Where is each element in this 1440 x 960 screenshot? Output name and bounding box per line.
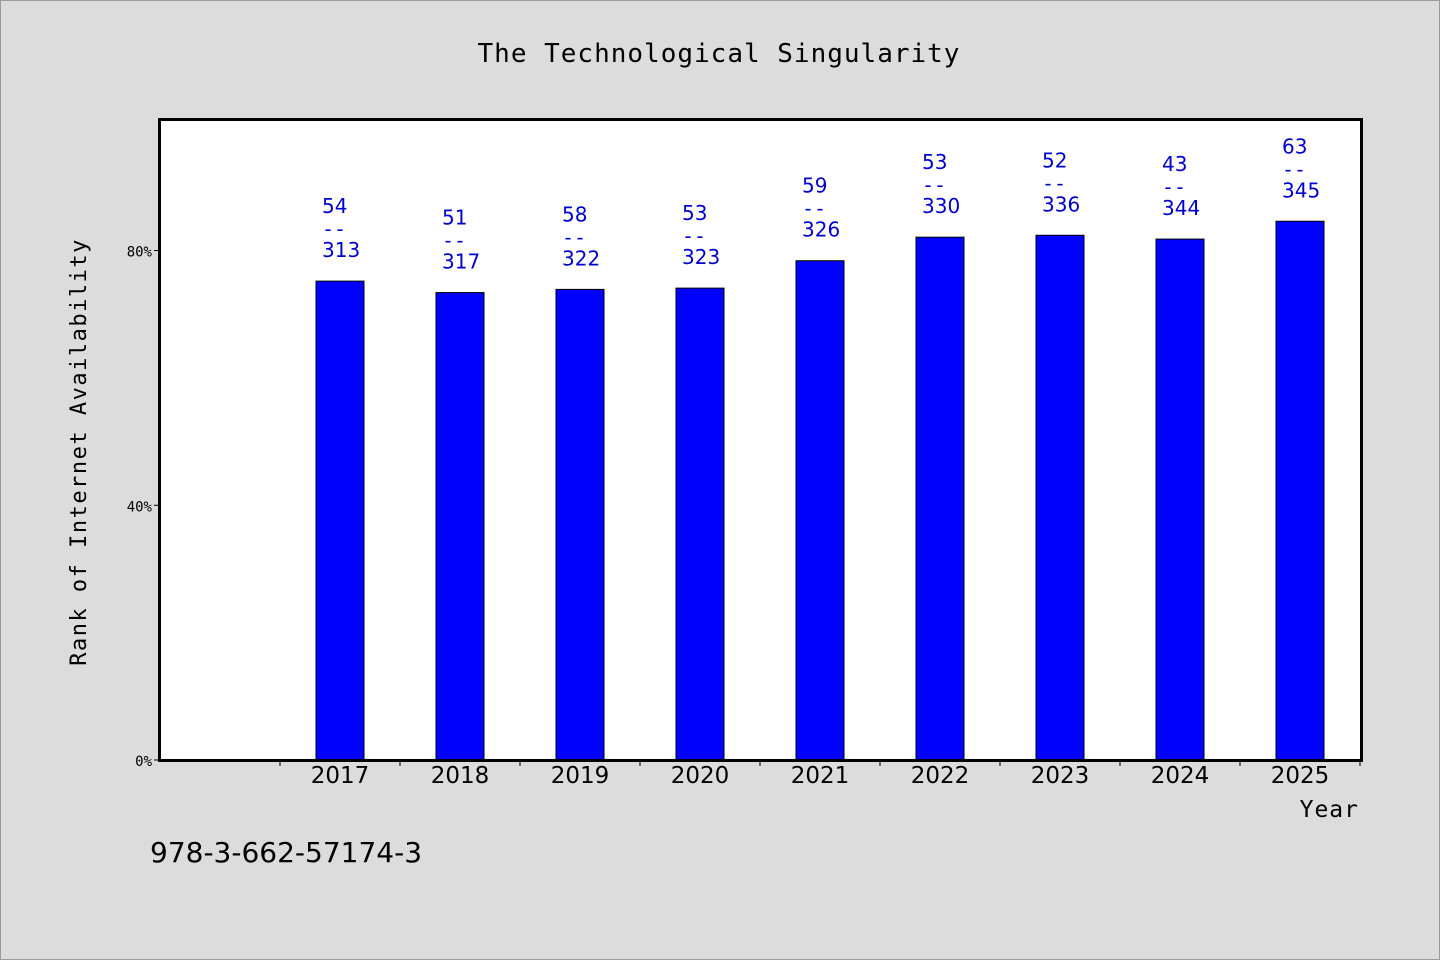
- bar-label-top-2018: 51: [442, 206, 467, 230]
- bar-label-bottom-2024: 344: [1162, 196, 1200, 220]
- y-axis-label: Rank of Internet Availability: [67, 238, 92, 666]
- bar-2023: [1035, 234, 1085, 761]
- bar-label-top-2024: 43: [1162, 152, 1187, 176]
- bar-label-top-2023: 52: [1042, 148, 1067, 172]
- x-tick-label-2024: 2024: [1151, 763, 1210, 789]
- bars-layer: [315, 220, 1325, 761]
- bar-label-separator-2019: --: [562, 225, 586, 249]
- y-axis: 0% 40% 80%: [127, 245, 160, 770]
- bar-2021: [795, 260, 845, 761]
- bar-label-bottom-2022: 330: [922, 194, 960, 218]
- bar-label-top-2020: 53: [682, 201, 707, 225]
- bar-labels-layer: 54--31351--31758--32253--32359--32653--3…: [322, 134, 1320, 273]
- y-tick-label-0: 0%: [135, 754, 152, 770]
- bar-label-separator-2017: --: [322, 217, 346, 241]
- x-axis-label: Year: [1300, 797, 1359, 823]
- isbn-footer: 978-3-662-57174-3: [150, 836, 422, 869]
- x-tick-label-2025: 2025: [1271, 763, 1330, 789]
- x-tick-label-2017: 2017: [311, 763, 370, 789]
- bar-label-bottom-2020: 323: [682, 245, 720, 269]
- x-tick-label-2023: 2023: [1031, 763, 1090, 789]
- bar-label-separator-2020: --: [682, 224, 706, 248]
- bar-label-bottom-2018: 317: [442, 250, 480, 274]
- x-tick-label-2020: 2020: [671, 763, 730, 789]
- bar-label-bottom-2017: 313: [322, 238, 360, 262]
- bar-2017: [315, 280, 365, 761]
- bar-2020: [675, 287, 725, 761]
- bar-label-bottom-2023: 336: [1042, 192, 1080, 216]
- y-tick-label-2: 80%: [127, 245, 153, 261]
- bar-label-top-2019: 58: [562, 202, 587, 226]
- bar-label-separator-2018: --: [442, 229, 466, 253]
- bar-label-bottom-2019: 322: [562, 246, 600, 270]
- bar-2022: [915, 236, 965, 761]
- bar-label-top-2017: 54: [322, 194, 347, 218]
- chart-title: The Technological Singularity: [478, 39, 961, 69]
- bar-2025: [1275, 220, 1325, 761]
- bar-label-separator-2024: --: [1162, 175, 1186, 199]
- bar-2019: [555, 288, 605, 761]
- bar-2024: [1155, 238, 1205, 761]
- bar-label-bottom-2025: 345: [1282, 178, 1320, 202]
- bar-2018: [435, 292, 485, 761]
- bar-label-bottom-2021: 326: [802, 218, 840, 242]
- bar-label-separator-2022: --: [922, 173, 946, 197]
- x-axis: 2017 2018 2019 2020 2021 2022 2023 2024 2025: [279, 760, 1361, 789]
- bar-label-separator-2021: --: [802, 197, 826, 221]
- bar-label-top-2025: 63: [1282, 134, 1307, 158]
- x-tick-label-2022: 2022: [911, 763, 970, 789]
- x-tick-label-2021: 2021: [791, 763, 850, 789]
- x-tick-label-2019: 2019: [551, 763, 610, 789]
- bar-label-separator-2023: --: [1042, 171, 1066, 195]
- bar-label-separator-2025: --: [1282, 157, 1306, 181]
- bar-label-top-2021: 59: [802, 174, 827, 198]
- y-tick-label-1: 40%: [127, 499, 153, 515]
- bar-label-top-2022: 53: [922, 150, 947, 174]
- x-tick-label-2018: 2018: [431, 763, 490, 789]
